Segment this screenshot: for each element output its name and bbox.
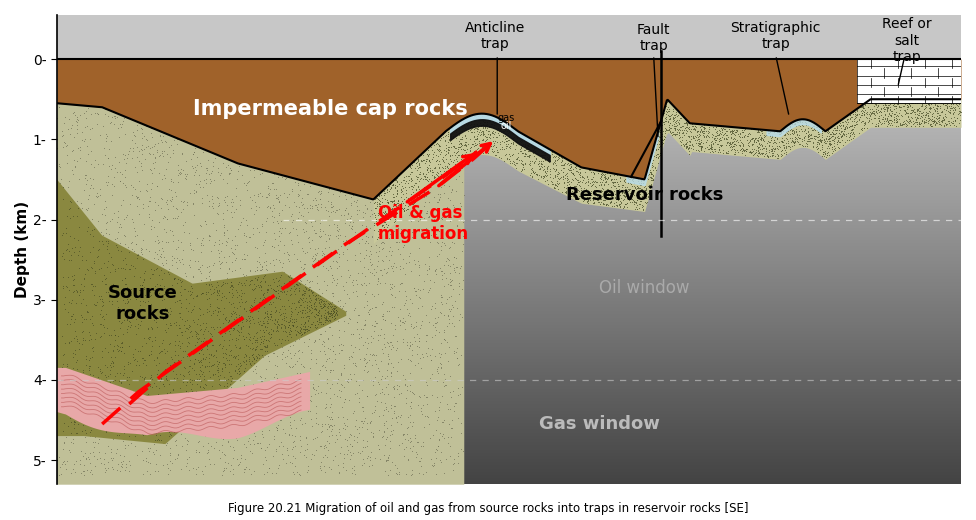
Text: Reservoir rocks: Reservoir rocks	[566, 187, 723, 204]
Text: Source
rocks: Source rocks	[108, 284, 178, 323]
Polygon shape	[57, 368, 310, 439]
Text: Reef or
salt
trap: Reef or salt trap	[882, 17, 931, 64]
Text: Figure 20.21 Migration of oil and gas from source rocks into traps in reservoir : Figure 20.21 Migration of oil and gas fr…	[227, 502, 749, 515]
Text: Fault
trap: Fault trap	[637, 23, 671, 53]
Y-axis label: Depth (km): Depth (km)	[15, 201, 30, 298]
Text: Impermeable cap rocks: Impermeable cap rocks	[192, 99, 468, 119]
Polygon shape	[57, 179, 346, 444]
Text: Oil window: Oil window	[599, 279, 690, 297]
Text: gas: gas	[498, 113, 515, 123]
Text: Anticline
trap: Anticline trap	[466, 21, 525, 51]
Text: Gas window: Gas window	[539, 415, 660, 433]
Text: Stratigraphic
trap: Stratigraphic trap	[730, 21, 821, 51]
Text: Oil & gas
migration: Oil & gas migration	[378, 204, 469, 243]
Text: oil: oil	[501, 122, 512, 132]
